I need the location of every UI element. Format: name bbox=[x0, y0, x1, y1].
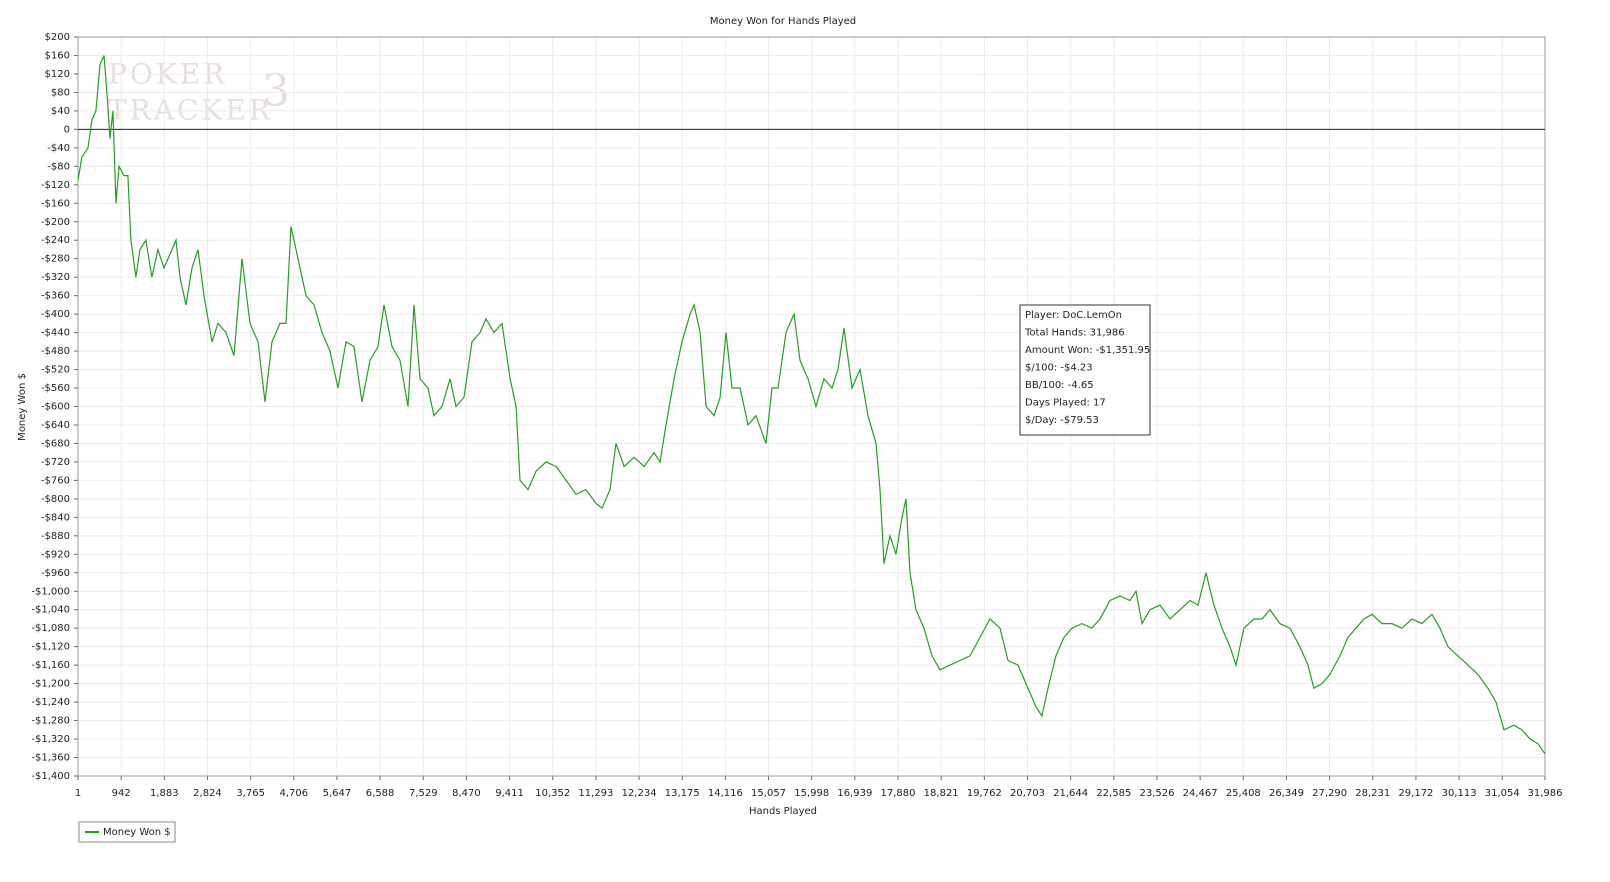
y-tick-label: -$840 bbox=[41, 512, 70, 523]
info-line: Days Played: 17 bbox=[1025, 398, 1106, 409]
y-tick-label: $120 bbox=[45, 69, 70, 80]
y-tick-label: -$680 bbox=[41, 438, 70, 449]
legend-box bbox=[78, 821, 176, 843]
x-tick-label: 22,585 bbox=[1096, 788, 1131, 799]
x-tick-label: 25,408 bbox=[1226, 788, 1261, 799]
x-tick-label: 10,352 bbox=[535, 788, 570, 799]
x-tick-label: 3,765 bbox=[236, 788, 265, 799]
x-tick-label: 29,172 bbox=[1398, 788, 1433, 799]
x-tick-label: 7,529 bbox=[409, 788, 438, 799]
watermark: TRACKER bbox=[108, 94, 273, 127]
y-tick-label: -$80 bbox=[47, 161, 70, 172]
y-tick-label: -$320 bbox=[41, 272, 70, 283]
plot-frame bbox=[77, 36, 1546, 777]
x-tick-label: 20,703 bbox=[1010, 788, 1045, 799]
x-tick-label: 942 bbox=[112, 788, 131, 799]
x-tick-label: 9,411 bbox=[495, 788, 524, 799]
y-tick-label: -$520 bbox=[41, 365, 70, 376]
x-tick-label: 15,998 bbox=[794, 788, 829, 799]
legend-label: Money Won $ bbox=[103, 827, 171, 838]
chart-title: Money Won for Hands Played bbox=[710, 16, 856, 27]
x-tick-label: 18,821 bbox=[924, 788, 959, 799]
y-tick-label: -$800 bbox=[41, 494, 70, 505]
y-tick-label: -$1,320 bbox=[31, 734, 70, 745]
x-tick-label: 12,234 bbox=[622, 788, 657, 799]
x-tick-label: 2,824 bbox=[193, 788, 222, 799]
y-tick-label: -$1,000 bbox=[31, 586, 70, 597]
y-tick-label: -$960 bbox=[41, 568, 70, 579]
x-tick-label: 31,054 bbox=[1485, 788, 1520, 799]
y-axis-label: Money Won $ bbox=[17, 373, 28, 441]
grid bbox=[77, 36, 1546, 777]
y-tick-label: $40 bbox=[51, 106, 70, 117]
x-tick-label: 1,883 bbox=[150, 788, 179, 799]
info-box-frame bbox=[1019, 304, 1151, 436]
x-tick-label: 23,526 bbox=[1139, 788, 1174, 799]
x-tick-label: 14,116 bbox=[708, 788, 743, 799]
y-tick-label: -$440 bbox=[41, 328, 70, 339]
x-tick-label: 21,644 bbox=[1053, 788, 1088, 799]
x-tick-label: 6,588 bbox=[366, 788, 395, 799]
y-tick-label: -$600 bbox=[41, 402, 70, 413]
y-tick-label: -$1,360 bbox=[31, 753, 70, 764]
y-tick-label: -$720 bbox=[41, 457, 70, 468]
watermark: 3 bbox=[262, 66, 293, 117]
y-tick-label: $80 bbox=[51, 87, 70, 98]
y-tick-label: -$640 bbox=[41, 420, 70, 431]
y-tick-label: -$200 bbox=[41, 217, 70, 228]
legend: Money Won $ bbox=[78, 821, 176, 843]
x-tick-label: 28,231 bbox=[1355, 788, 1390, 799]
y-tick-label: -$880 bbox=[41, 531, 70, 542]
y-tick-label: -$280 bbox=[41, 254, 70, 265]
x-tick-label: 1 bbox=[75, 788, 81, 799]
x-tick-label: 4,706 bbox=[279, 788, 308, 799]
x-tick-label: 17,880 bbox=[881, 788, 916, 799]
x-tick-label: 19,762 bbox=[967, 788, 1002, 799]
y-tick-label: -$120 bbox=[41, 180, 70, 191]
y-tick-label: -$1,080 bbox=[31, 623, 70, 634]
y-tick-label: -$920 bbox=[41, 549, 70, 560]
x-tick-label: 27,290 bbox=[1312, 788, 1347, 799]
y-tick-label: -$240 bbox=[41, 235, 70, 246]
y-tick-label: -$480 bbox=[41, 346, 70, 357]
y-tick-label: -$360 bbox=[41, 291, 70, 302]
x-tick-label: 16,939 bbox=[837, 788, 872, 799]
y-tick-label: -$1,240 bbox=[31, 697, 70, 708]
info-line: BB/100: -4.65 bbox=[1025, 380, 1094, 391]
y-tick-label: -$1,160 bbox=[31, 660, 70, 671]
x-tick-label: 8,470 bbox=[452, 788, 481, 799]
info-line: $/100: -$4.23 bbox=[1025, 363, 1093, 374]
x-tick-label: 11,293 bbox=[578, 788, 613, 799]
x-tick-label: 31,986 bbox=[1528, 788, 1563, 799]
y-tick-label: -$760 bbox=[41, 475, 70, 486]
y-tick-label: $160 bbox=[45, 50, 70, 61]
x-tick-label: 5,647 bbox=[323, 788, 352, 799]
info-line: Amount Won: -$1,351.95 bbox=[1025, 345, 1150, 356]
info-line: $/Day: -$79.53 bbox=[1025, 415, 1099, 426]
y-tick-label: 0 bbox=[64, 124, 70, 135]
y-tick-label: -$1,120 bbox=[31, 642, 70, 653]
y-tick-label: -$1,200 bbox=[31, 679, 70, 690]
y-tick-label: $200 bbox=[45, 32, 70, 43]
y-tick-label: -$1,040 bbox=[31, 605, 70, 616]
y-tick-label: -$560 bbox=[41, 383, 70, 394]
data-line bbox=[77, 55, 1546, 755]
y-tick-label: -$40 bbox=[47, 143, 70, 154]
y-tick-label: -$1,280 bbox=[31, 716, 70, 727]
y-tick-label: -$400 bbox=[41, 309, 70, 320]
y-tick-label: -$1,400 bbox=[31, 771, 70, 782]
x-tick-label: 24,467 bbox=[1183, 788, 1218, 799]
info-box: Player: DoC.LemOn Total Hands: 31,986 Amou… bbox=[1019, 304, 1151, 436]
x-tick-label: 30,113 bbox=[1442, 788, 1477, 799]
x-tick-label: 13,175 bbox=[665, 788, 700, 799]
info-line: Player: DoC.LemOn bbox=[1025, 310, 1122, 321]
x-tick-label: 15,057 bbox=[751, 788, 786, 799]
y-tick-label: -$160 bbox=[41, 198, 70, 209]
x-tick-label: 26,349 bbox=[1269, 788, 1304, 799]
x-axis-label: Hands Played bbox=[749, 806, 817, 817]
info-line: Total Hands: 31,986 bbox=[1024, 328, 1125, 339]
